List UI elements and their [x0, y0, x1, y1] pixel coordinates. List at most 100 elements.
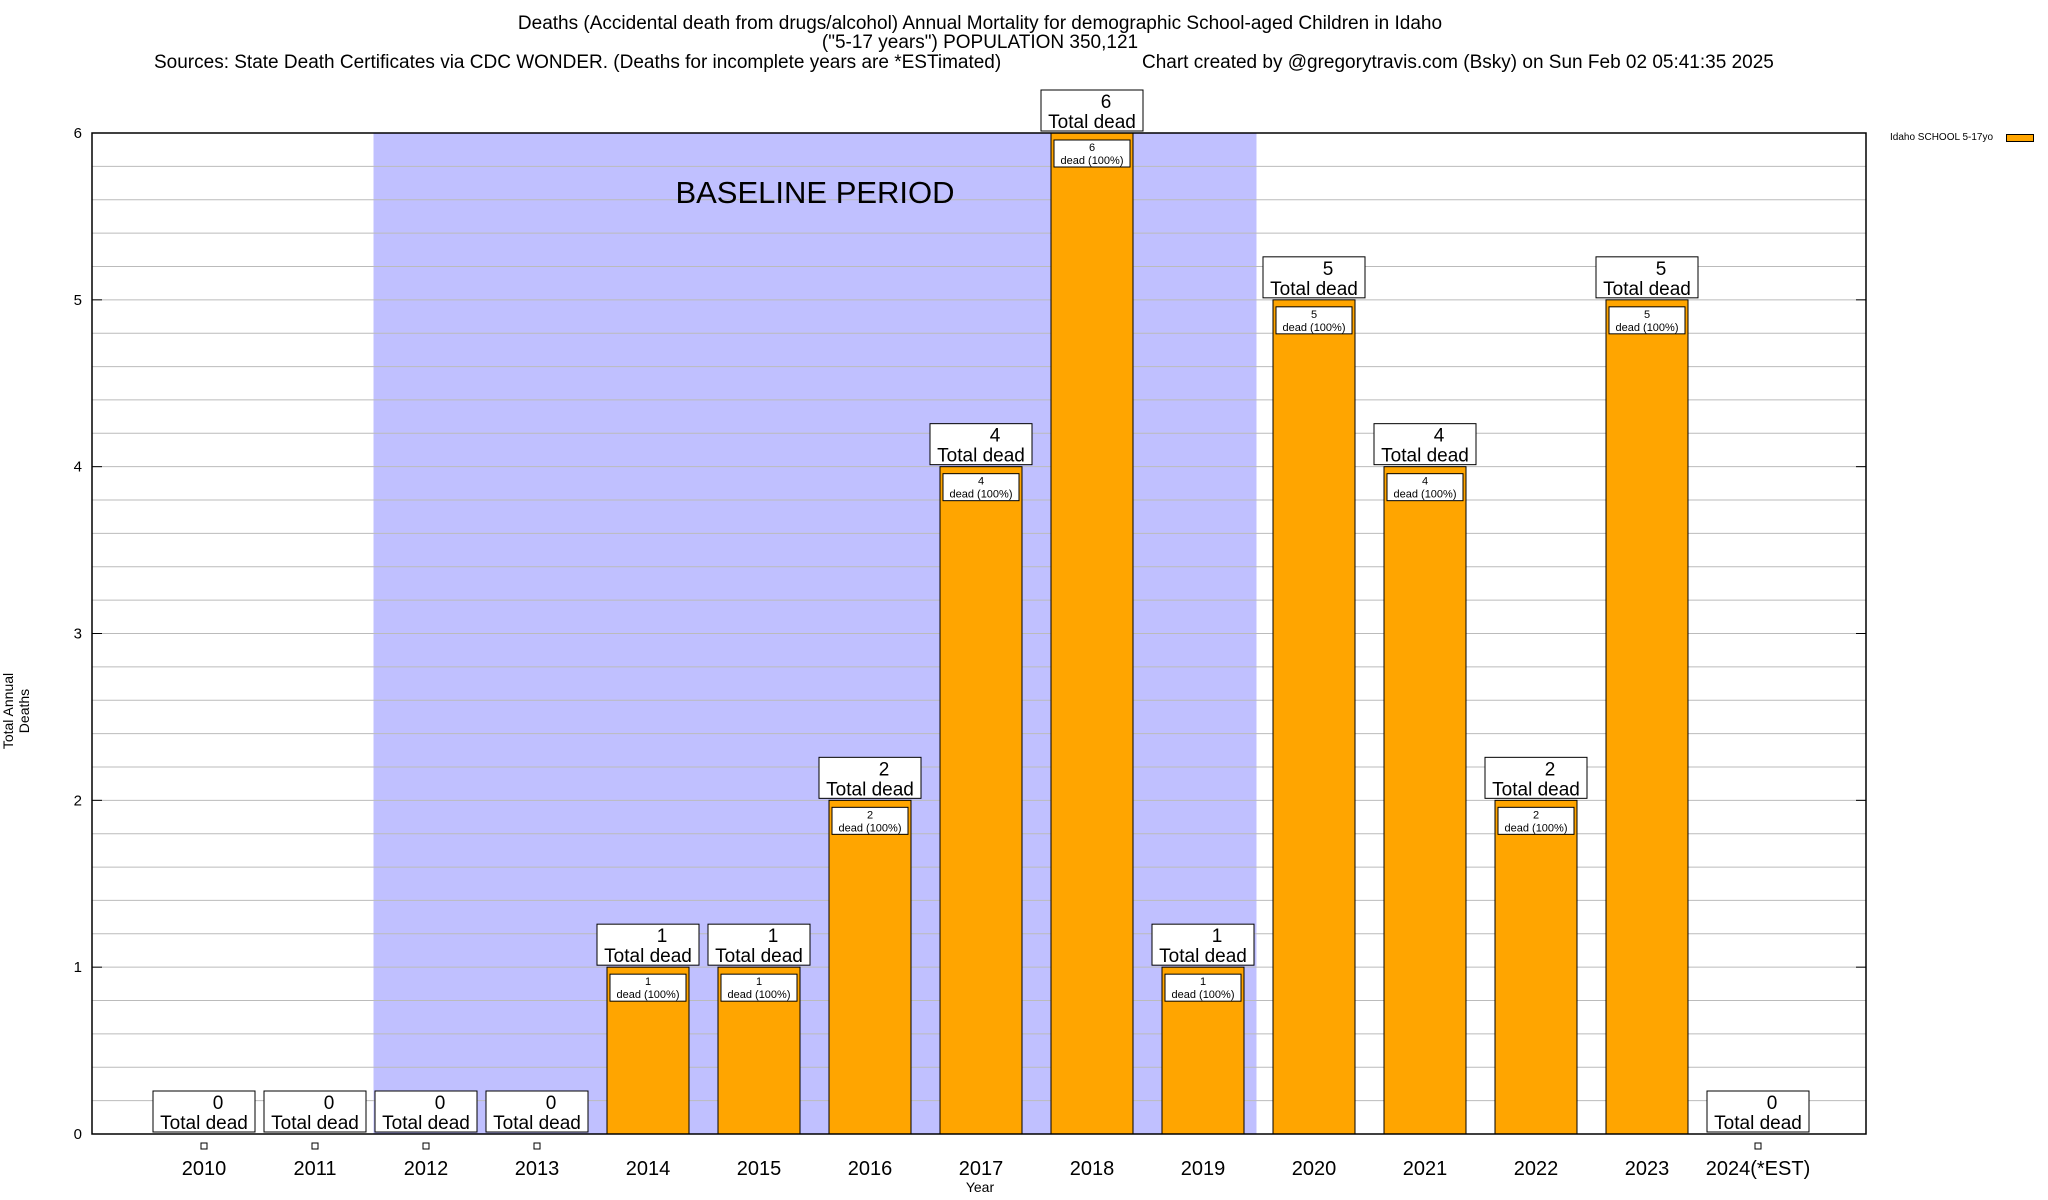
total-label: Total dead	[160, 1113, 248, 1134]
total-label: Total dead	[493, 1113, 581, 1134]
bar-inner-value: 6	[1089, 142, 1095, 154]
x-tick-label: 2024(*EST)	[1706, 1158, 1811, 1180]
x-tick-label: 2023	[1625, 1158, 1670, 1180]
y-tick-label: 6	[74, 125, 82, 142]
sources-text: Sources: State Death Certificates via CD…	[154, 52, 1002, 73]
total-label-box	[818, 756, 922, 799]
total-label: Total dead	[604, 946, 692, 967]
x-tick-label: 2017	[959, 1158, 1004, 1180]
y-tick-label: 1	[74, 959, 82, 976]
zero-marker	[422, 1142, 430, 1150]
total-label: Total dead	[1603, 279, 1691, 300]
total-value: 0	[435, 1093, 446, 1114]
total-label: Total dead	[937, 446, 1025, 467]
legend-series-label: Idaho SCHOOL 5-17yo	[1890, 132, 1994, 143]
bar-inner-value: 1	[756, 976, 762, 988]
chart-title-line-2: ("5-17 years") POPULATION 350,121	[821, 32, 1139, 53]
total-label-box	[1151, 923, 1255, 966]
total-label-box	[485, 1090, 589, 1133]
bar-inner-value: 5	[1311, 309, 1317, 321]
y-axis-label: Total Annual Deaths	[0, 672, 32, 750]
total-label: Total dead	[715, 946, 803, 967]
bar-inner-value: 1	[1200, 976, 1206, 988]
total-label-box	[1373, 423, 1477, 466]
total-value: 2	[879, 759, 890, 780]
x-tick-label: 2016	[848, 1158, 893, 1180]
bar-inner-value: 1	[645, 976, 651, 988]
zero-marker	[200, 1142, 208, 1150]
total-value: 4	[990, 426, 1001, 447]
bar-inner-label-box	[1386, 473, 1464, 502]
bar-inner-label-box	[831, 806, 909, 835]
bar-inner-value: 4	[978, 476, 984, 488]
total-label: Total dead	[1048, 112, 1136, 133]
bar-inner-value: 5	[1644, 309, 1650, 321]
bar-inner-label-box	[1275, 306, 1353, 335]
bar-inner-label-box	[1164, 973, 1242, 1002]
bar	[1605, 299, 1689, 1135]
total-label-box	[707, 923, 811, 966]
total-label-box	[1484, 756, 1588, 799]
total-value: 1	[1212, 926, 1223, 947]
x-tick-label: 2020	[1292, 1158, 1337, 1180]
zero-marker	[533, 1142, 541, 1150]
y-tick-label: 2	[74, 792, 82, 809]
credit-text: Chart created by @gregorytravis.com (Bsk…	[1142, 52, 1774, 73]
x-tick-label: 2013	[515, 1158, 560, 1180]
total-value: 0	[213, 1093, 224, 1114]
total-label-box	[1040, 89, 1144, 132]
bar-inner-label-box	[720, 973, 798, 1002]
bar	[828, 799, 912, 1135]
x-axis-label: Year	[965, 1179, 995, 1195]
bar-inner-label-box	[609, 973, 687, 1002]
total-label: Total dead	[1381, 446, 1469, 467]
total-value: 0	[1767, 1093, 1778, 1114]
bar-inner-label: dead (100%)	[1616, 322, 1679, 334]
bar	[1383, 466, 1467, 1135]
x-tick-label: 2010	[182, 1158, 227, 1180]
bar-inner-label-box	[1608, 306, 1686, 335]
bar-inner-label: dead (100%)	[728, 989, 791, 1001]
y-tick-label: 0	[74, 1126, 82, 1143]
bar-inner-value: 2	[867, 809, 873, 821]
total-label-box	[929, 423, 1033, 466]
total-label-box	[263, 1090, 367, 1133]
bar	[1494, 799, 1578, 1135]
bar-inner-label: dead (100%)	[1172, 989, 1235, 1001]
total-label: Total dead	[1492, 779, 1580, 800]
x-tick-label: 2018	[1070, 1158, 1115, 1180]
bar-inner-label: dead (100%)	[617, 989, 680, 1001]
x-tick-label: 2012	[404, 1158, 449, 1180]
total-value: 5	[1656, 259, 1667, 280]
bar	[939, 466, 1023, 1135]
y-tick-label: 5	[74, 292, 82, 309]
total-label: Total dead	[382, 1113, 470, 1134]
total-value: 1	[657, 926, 668, 947]
total-label: Total dead	[1270, 279, 1358, 300]
total-value: 6	[1101, 92, 1112, 113]
x-tick-label: 2015	[737, 1158, 782, 1180]
total-label: Total dead	[1159, 946, 1247, 967]
total-value: 4	[1434, 426, 1445, 447]
y-tick-label: 3	[74, 626, 82, 643]
total-value: 5	[1323, 259, 1334, 280]
y-tick-label: 4	[74, 459, 82, 476]
bar-inner-label: dead (100%)	[1061, 155, 1124, 167]
bar	[1272, 299, 1356, 1135]
total-label: Total dead	[826, 779, 914, 800]
baseline-period-label: BASELINE PERIOD	[675, 175, 954, 210]
total-label-box	[152, 1090, 256, 1133]
total-value: 1	[768, 926, 779, 947]
x-tick-label: 2014	[626, 1158, 671, 1180]
total-value: 0	[324, 1093, 335, 1114]
bar-inner-value: 2	[1533, 809, 1539, 821]
x-tick-label: 2011	[293, 1158, 336, 1180]
x-tick-label: 2021	[1403, 1158, 1448, 1180]
total-label-box	[1595, 256, 1699, 299]
bar-inner-label: dead (100%)	[1283, 322, 1346, 334]
bar-inner-label: dead (100%)	[839, 822, 902, 834]
total-value: 2	[1545, 759, 1556, 780]
bar-inner-label: dead (100%)	[1394, 489, 1457, 501]
bar-inner-label-box	[1053, 139, 1131, 168]
